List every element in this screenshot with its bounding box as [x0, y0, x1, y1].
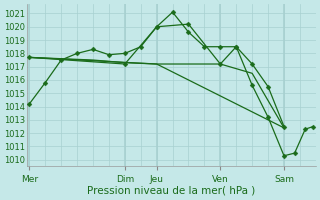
X-axis label: Pression niveau de la mer( hPa ): Pression niveau de la mer( hPa ): [87, 186, 255, 196]
